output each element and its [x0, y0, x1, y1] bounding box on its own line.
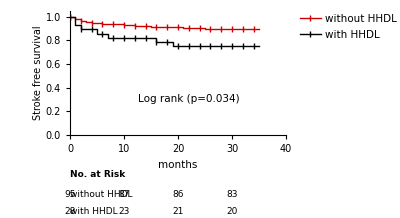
Text: 20: 20: [226, 207, 238, 216]
Text: without HHDL: without HHDL: [70, 190, 132, 199]
Text: 95: 95: [64, 190, 76, 199]
Text: 23: 23: [118, 207, 130, 216]
X-axis label: months: months: [158, 160, 198, 170]
Y-axis label: Stroke free survival: Stroke free survival: [33, 26, 43, 120]
Text: Log rank (p=0.034): Log rank (p=0.034): [138, 94, 240, 104]
Text: 86: 86: [172, 190, 184, 199]
Text: 28: 28: [64, 207, 76, 216]
Legend: without HHDL, with HHDL: without HHDL, with HHDL: [300, 14, 397, 40]
Text: 21: 21: [172, 207, 184, 216]
Text: 87: 87: [118, 190, 130, 199]
Text: No. at Risk: No. at Risk: [70, 170, 125, 179]
Text: with HHDL: with HHDL: [70, 207, 118, 216]
Text: 83: 83: [226, 190, 238, 199]
